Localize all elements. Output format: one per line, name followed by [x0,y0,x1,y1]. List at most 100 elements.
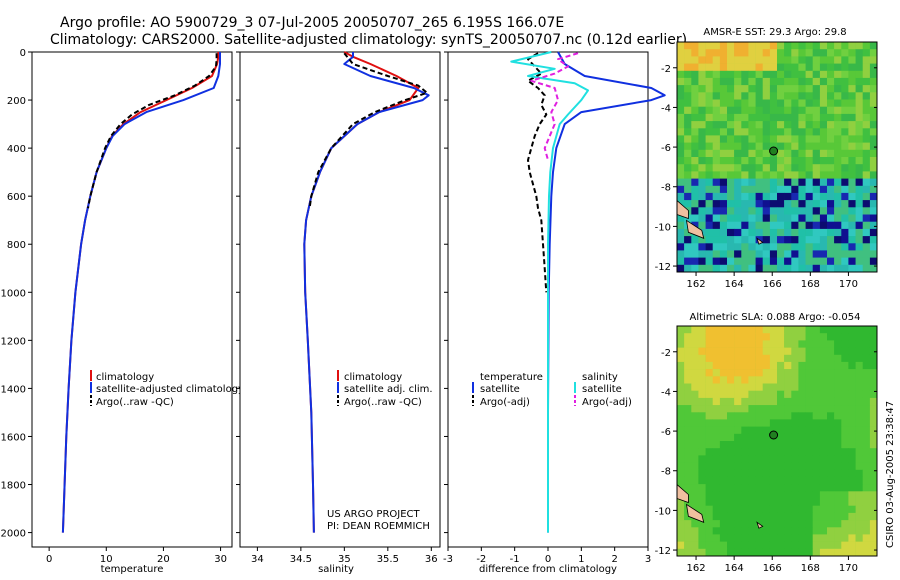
map-cell [869,548,878,557]
map-cell [805,63,813,72]
map-cell [677,548,685,557]
map-cell [848,164,856,172]
map-cell [755,149,763,158]
map-cell [777,354,785,363]
map-cell [791,548,799,557]
map-cell [734,340,742,348]
map-cell [712,369,721,377]
map-cell [862,214,871,222]
map-cell [734,390,742,399]
map-cell [755,376,763,384]
map-cell [798,250,806,258]
map-cell [841,426,849,435]
map-y-tick-label: -10 [655,506,671,517]
map-cell [712,56,721,64]
map-cell [812,433,821,442]
map-cell [855,157,863,165]
map-cell [698,405,706,413]
map-cell [762,505,771,514]
map-cell [734,448,742,456]
map-cell [805,171,813,179]
map-cell [755,185,763,194]
map-cell [862,455,871,463]
map-cell [698,412,706,420]
map-cell [755,469,763,478]
map-cell [784,326,792,334]
sst-map-title: AMSR-E SST: 29.3 Argo: 29.8 [703,27,846,38]
map-cell [762,63,771,72]
map-cell [712,42,721,50]
map-cell [755,426,763,435]
map-cell [734,178,742,187]
map-cell [684,340,692,348]
map-cell [741,214,749,222]
map-cell [719,534,728,542]
map-cell [784,264,792,273]
map-cell [705,135,713,143]
map-cell [869,361,878,370]
map-cell [841,243,849,251]
map-cell [705,541,713,550]
map-cell [755,200,763,208]
map-cell [705,236,713,244]
map-cell [777,476,785,485]
map-cell [841,192,849,201]
map-cell [848,178,856,187]
map-cell [819,214,828,222]
map-cell [812,484,821,492]
map-cell [834,85,842,93]
map-cell [869,405,878,413]
map-cell [712,113,721,122]
map-cell [769,455,778,463]
map-cell [748,121,756,129]
map-cell [748,548,756,557]
map-cell [698,207,706,215]
map-cell [727,512,735,521]
map-cell [798,476,806,485]
map-cell [819,390,828,399]
map-cell [748,426,756,435]
map-cell [848,333,856,341]
map-cell [841,397,849,406]
map-cell [798,121,806,129]
map-cell [819,455,828,463]
map-cell [791,326,799,334]
map-cell [691,121,699,129]
map-cell [734,376,742,384]
map-cell [741,433,749,442]
map-cell [755,157,763,165]
map-cell [805,534,813,542]
map-cell [805,469,813,478]
map-cell [748,207,756,215]
map-cell [741,106,749,115]
map-cell [848,63,856,72]
map-cell [755,419,763,427]
map-cell [712,462,721,471]
y-tick-label: 1400 [1,384,26,395]
map-cell [869,171,878,179]
map-cell [719,128,728,136]
map-cell [684,192,692,201]
map-cell [827,135,835,143]
map-cell [677,192,685,201]
map-cell [841,520,849,528]
map-cell [705,326,713,334]
map-cell [712,476,721,485]
map-cell [777,455,785,463]
map-cell [677,541,685,550]
map-cell [812,520,821,528]
map-cell [769,462,778,471]
map-cell [819,426,828,435]
map-cell [784,484,792,492]
map-cell [719,42,728,50]
map-cell [791,192,799,201]
map-cell [819,42,828,50]
map-cell [819,412,828,420]
map-cell [784,333,792,341]
map-cell [762,236,771,244]
map-cell [719,63,728,72]
map-cell [705,361,713,370]
map-cell [762,49,771,57]
map-cell [734,171,742,179]
map-cell [827,128,835,136]
